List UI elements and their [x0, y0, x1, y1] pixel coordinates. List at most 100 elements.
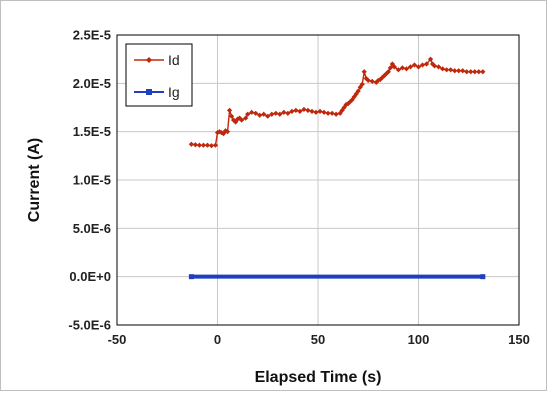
series-id-point: [301, 106, 307, 113]
series-id-point: [228, 113, 235, 119]
series-id-point: [440, 66, 446, 72]
series-id-point: [208, 143, 215, 149]
series-id-point: [347, 99, 353, 105]
series-id-point: [257, 112, 263, 118]
series-id-point: [232, 119, 239, 125]
series-layer: [188, 56, 486, 280]
series-id-point: [427, 56, 434, 62]
series-id-point: [297, 108, 303, 114]
series-id-point: [395, 67, 401, 73]
series-id-point: [329, 110, 335, 116]
series-id-point: [407, 64, 414, 70]
series-id-point: [415, 64, 422, 70]
series-id-point: [226, 107, 233, 113]
series-id-point: [317, 108, 323, 114]
series-id-point: [391, 64, 397, 70]
series-id-point: [196, 142, 203, 148]
series-id-point: [480, 69, 486, 75]
plot-area: [116, 34, 520, 326]
y-tick-label: 2.5E-5: [73, 28, 111, 43]
series-id-point: [361, 69, 367, 75]
series-id-point: [321, 109, 327, 115]
series-id-point: [277, 111, 283, 117]
series-id-point: [355, 88, 361, 94]
y-tick-label: -5.0E-6: [68, 318, 111, 333]
x-tick-label: 0: [214, 332, 221, 347]
series-id-point: [237, 115, 243, 121]
series-id-point: [269, 111, 275, 117]
series-id-point: [431, 63, 438, 69]
series-id-point: [385, 69, 391, 75]
series-id-point: [309, 108, 315, 114]
series-id-point: [261, 111, 267, 117]
x-axis-title: Elapsed Time (s): [255, 369, 382, 386]
series-id-line: [191, 57, 483, 147]
series-id-point: [423, 61, 430, 67]
x-tick-label: 150: [508, 332, 530, 347]
series-id-point: [456, 68, 462, 74]
legend-ig-marker: [146, 89, 152, 95]
series-id-point: [204, 142, 211, 148]
tick-labels: -50 0 50 100 150 -5.0E-6 0.0E+0 5.0E-6 1.0E-5 1.5…: [68, 28, 529, 348]
series-id-point: [411, 62, 418, 68]
series-id-point: [357, 84, 363, 90]
x-tick-label: 50: [311, 332, 325, 347]
legend-ig-label: Ig: [168, 84, 180, 100]
series-id-point: [273, 110, 279, 116]
series-id-point: [224, 129, 231, 135]
series-id-point: [333, 111, 339, 117]
series-id-point: [325, 110, 331, 116]
series-id-point: [363, 75, 369, 82]
legend-id-marker: [146, 57, 152, 63]
series-id-point: [436, 64, 442, 70]
x-tick-label: 100: [408, 332, 430, 347]
series-id-point: [289, 108, 295, 114]
legend-box: [125, 43, 193, 107]
y-axis-title: Current (A): [26, 138, 43, 222]
series-id-point: [212, 142, 219, 148]
series-id-point: [192, 142, 198, 148]
series-id-point: [452, 68, 458, 74]
series-id-point: [253, 110, 259, 116]
series-id-point: [305, 107, 311, 113]
series-id-point: [281, 109, 287, 115]
series-ig-point: [188, 274, 194, 280]
series-id-point: [381, 73, 387, 79]
y-tick-label: 1.5E-5: [73, 124, 111, 139]
series-id-point: [375, 77, 381, 84]
series-id-point: [419, 62, 426, 68]
series-id-point: [313, 109, 319, 115]
series-id-point: [403, 66, 410, 72]
series-id-point: [249, 109, 255, 115]
series-id-point: [245, 111, 251, 117]
series-id-point: [239, 117, 245, 123]
series-id-point: [285, 110, 291, 116]
series-id-point: [468, 69, 474, 75]
series-id-point: [243, 115, 249, 121]
y-tick-label: 1.0E-5: [73, 173, 111, 188]
y-tick-label: 5.0E-6: [73, 221, 111, 236]
y-tick-label: 0.0E+0: [69, 269, 111, 284]
series-id-point: [399, 65, 406, 71]
y-tick-label: 2.0E-5: [73, 76, 111, 91]
series-id-point: [359, 81, 365, 87]
series-ig-point: [480, 274, 486, 280]
legend-id-label: Id: [168, 52, 180, 68]
series-id-point: [337, 110, 343, 116]
series-id-point: [448, 67, 454, 73]
legend: Id Ig: [125, 43, 193, 107]
x-tick-label: -50: [108, 332, 127, 347]
series-id-point: [345, 101, 351, 107]
series-id-point: [444, 67, 450, 73]
series-id-point: [369, 78, 375, 84]
series-id-point: [476, 69, 482, 75]
series-id-point: [200, 142, 207, 148]
series-id-point: [464, 69, 470, 75]
series-id-point: [373, 79, 379, 85]
series-id-point: [293, 107, 299, 113]
series-id-point: [472, 69, 478, 75]
series-id-point: [365, 77, 371, 84]
series-id-point: [387, 65, 393, 71]
